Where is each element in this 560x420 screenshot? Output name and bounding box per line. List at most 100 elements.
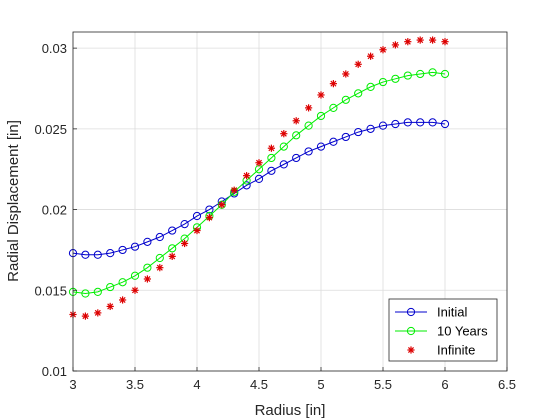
legend: Initial 10 Years Infinite <box>388 298 498 362</box>
data-point-infinite <box>193 226 201 235</box>
data-point-infinite <box>143 275 151 283</box>
series-line-10-years <box>72 71 446 295</box>
data-point-initial <box>341 132 350 142</box>
data-point-10-years <box>428 68 437 77</box>
data-point-initial <box>254 174 264 183</box>
data-point-10-years <box>304 121 313 130</box>
legend-item-10-years: 10 Years <box>395 324 488 339</box>
data-point-initial <box>93 250 102 259</box>
legend-marker <box>406 326 416 336</box>
x-tick-label: 6.5 <box>498 377 516 392</box>
series-initial <box>68 118 450 259</box>
y-tick-label: 0.02 <box>42 203 67 218</box>
legend-box <box>388 298 498 362</box>
data-point-initial <box>391 119 400 129</box>
data-point-infinite <box>342 70 350 78</box>
data-point-infinite <box>255 159 263 167</box>
data-point-infinite <box>292 117 300 125</box>
data-point-initial <box>118 245 127 255</box>
data-point-initial <box>267 166 276 175</box>
y-axis-label: Radial Displacement [in] <box>5 120 22 282</box>
series-line-initial <box>72 121 446 256</box>
data-point-10-years <box>378 77 388 87</box>
x-tick-label: 5.5 <box>374 377 392 392</box>
data-point-infinite <box>106 302 114 311</box>
x-tick-label: 5 <box>317 377 324 392</box>
legend-marker <box>407 346 415 354</box>
data-point-10-years <box>279 142 288 151</box>
x-tick-label: 4.5 <box>250 377 268 392</box>
data-point-initial <box>304 147 313 156</box>
data-point-10-years <box>292 131 301 140</box>
data-point-infinite <box>156 264 164 272</box>
data-point-initial <box>155 232 164 242</box>
data-point-initial <box>378 121 388 130</box>
data-point-10-years <box>106 282 115 292</box>
y-tick-label: 0.03 <box>42 41 67 56</box>
data-point-10-years <box>316 111 326 121</box>
data-point-initial <box>292 153 301 163</box>
data-point-infinite <box>181 239 189 248</box>
data-point-10-years <box>440 69 450 79</box>
data-point-infinite <box>267 144 275 152</box>
legend-label: Initial <box>437 305 467 320</box>
data-point-initial <box>403 118 412 127</box>
data-point-infinite <box>441 38 449 46</box>
data-point-10-years <box>366 82 375 91</box>
y-tick-label: 0.025 <box>34 122 67 137</box>
legend-item-initial: Initial <box>395 305 467 320</box>
data-point-infinite <box>329 80 337 88</box>
x-tick-label: 3.5 <box>126 377 144 392</box>
data-point-infinite <box>168 252 176 260</box>
x-axis-label: Radius [in] <box>255 402 326 419</box>
data-point-infinite <box>317 91 325 99</box>
data-point-infinite <box>354 60 362 68</box>
data-point-initial <box>440 119 450 129</box>
legend-label: Infinite <box>437 343 475 358</box>
data-point-infinite <box>391 41 399 49</box>
data-point-10-years <box>354 89 363 98</box>
data-point-initial <box>329 137 338 146</box>
series-layer <box>68 36 450 320</box>
data-point-initial <box>354 127 363 137</box>
data-point-initial <box>366 124 375 133</box>
x-tick-label: 3 <box>69 377 76 392</box>
data-point-10-years <box>416 69 425 79</box>
data-point-10-years <box>267 153 276 163</box>
data-point-10-years <box>403 71 412 80</box>
data-point-initial <box>242 181 251 190</box>
data-point-10-years <box>130 271 140 280</box>
data-point-infinite <box>81 312 89 320</box>
data-point-10-years <box>118 278 127 287</box>
data-point-10-years <box>329 103 338 112</box>
data-point-infinite <box>131 286 139 294</box>
data-point-10-years <box>391 74 400 83</box>
data-point-infinite <box>379 46 387 54</box>
data-point-initial <box>143 237 152 246</box>
data-point-infinite <box>416 36 424 44</box>
data-point-10-years <box>81 289 90 298</box>
data-point-10-years <box>155 253 164 263</box>
data-point-infinite <box>429 36 437 44</box>
data-point-infinite <box>404 38 412 46</box>
legend-marker <box>406 307 416 317</box>
legend-item-infinite: Infinite <box>407 343 475 358</box>
plot-frame <box>72 31 508 372</box>
data-point-10-years <box>93 287 102 296</box>
data-point-initial <box>428 118 437 127</box>
data-point-infinite <box>94 309 102 317</box>
ticks: 3 3.5 4 4.5 5 5.5 6 6.5 0.01 0.015 0.02 0.025 0.03 <box>34 41 516 392</box>
data-point-infinite <box>243 172 251 180</box>
x-tick-label: 4 <box>193 377 200 392</box>
x-tick-label: 6 <box>441 377 448 392</box>
data-point-infinite <box>119 296 127 304</box>
data-point-initial <box>279 160 288 169</box>
data-point-infinite <box>205 214 213 222</box>
data-point-initial <box>106 249 115 258</box>
data-point-infinite <box>367 52 375 60</box>
y-tick-label: 0.01 <box>42 364 67 379</box>
data-point-initial <box>130 242 140 251</box>
series-infinite <box>69 36 449 320</box>
y-tick-label: 0.015 <box>34 283 67 298</box>
